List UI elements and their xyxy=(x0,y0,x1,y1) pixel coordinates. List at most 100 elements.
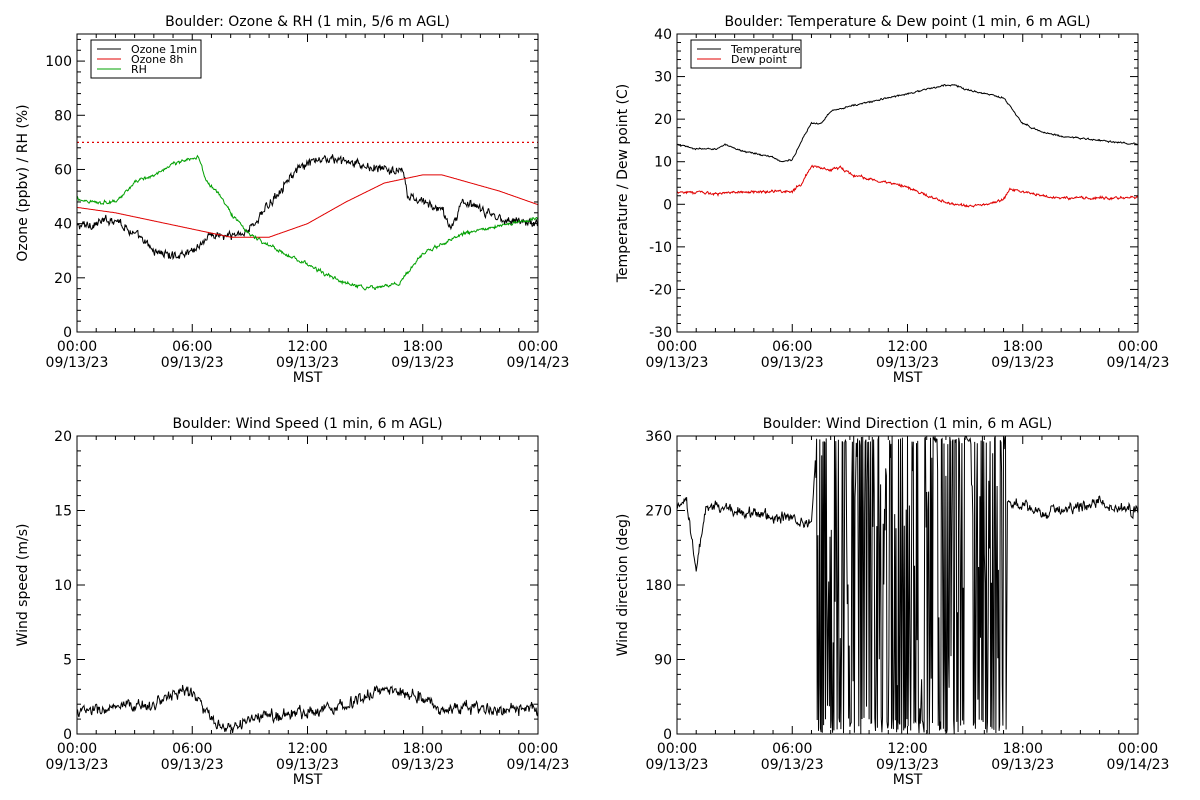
legend-label: Dew point xyxy=(731,53,787,66)
x-tick-label-time: 18:00 xyxy=(1003,339,1043,355)
x-tick-label-date: 09/13/23 xyxy=(761,355,824,371)
x-tick-label-time: 18:00 xyxy=(403,339,443,355)
x-tick-label-time: 06:00 xyxy=(172,339,212,355)
y-tick-label: 90 xyxy=(654,653,672,669)
y-tick-label: 20 xyxy=(54,271,72,287)
x-tick-label-date: 09/13/23 xyxy=(46,355,109,371)
y-tick-label: 5 xyxy=(63,653,72,669)
y-tick-label: 180 xyxy=(645,578,672,594)
plot-frame xyxy=(76,435,539,735)
chart-title: Boulder: Ozone & RH (1 min, 5/6 m AGL) xyxy=(165,14,450,30)
x-tick-label-date: 09/14/23 xyxy=(507,355,570,371)
y-tick-label: -20 xyxy=(649,282,672,298)
x-tick-label-date: 09/14/23 xyxy=(1107,355,1170,371)
x-tick-label-time: 00:00 xyxy=(57,741,97,757)
x-tick-label-date: 09/13/23 xyxy=(646,757,709,773)
x-axis-label: MST xyxy=(293,772,323,788)
y-tick-label: 60 xyxy=(54,162,72,178)
x-tick-label-time: 00:00 xyxy=(1118,339,1158,355)
x-tick-label-time: 00:00 xyxy=(518,339,558,355)
y-tick-label: 30 xyxy=(654,70,672,86)
x-axis-label: MST xyxy=(893,370,923,386)
y-axis-label: Wind speed (m/s) xyxy=(15,524,31,647)
series-line-ozone-1min xyxy=(77,154,538,261)
legend-box xyxy=(690,39,802,69)
series-line-temperature xyxy=(677,83,1138,163)
x-tick-label-date: 09/13/23 xyxy=(161,355,224,371)
chart-title: Boulder: Wind Direction (1 min, 6 m AGL) xyxy=(763,416,1052,432)
series-line-data xyxy=(677,436,1138,734)
chart-panel-wind_speed: Boulder: Wind Speed (1 min, 6 m AGL) 0 5 10… xyxy=(15,416,569,788)
x-tick-label-date: 09/13/23 xyxy=(761,757,824,773)
legend-label: Ozone 1min xyxy=(131,43,197,56)
chart-panel-temp_dew: Boulder: Temperature & Dew point (1 min,… xyxy=(615,14,1169,386)
x-tick-label-time: 00:00 xyxy=(657,741,697,757)
y-tick-label: 270 xyxy=(645,504,672,520)
chart-panel-wind_dir: Boulder: Wind Direction (1 min, 6 m AGL)… xyxy=(615,416,1169,788)
plot-frame xyxy=(676,435,1139,735)
x-tick-label-date: 09/14/23 xyxy=(507,757,570,773)
y-tick-label: 0 xyxy=(663,727,672,743)
x-tick-label-date: 09/13/23 xyxy=(991,355,1054,371)
plot-frame xyxy=(676,33,1139,333)
y-tick-label: 0 xyxy=(63,325,72,341)
y-tick-label: 40 xyxy=(654,27,672,43)
x-tick-label-time: 12:00 xyxy=(287,741,327,757)
legend-label: RH xyxy=(131,63,147,76)
x-tick-label-date: 09/13/23 xyxy=(276,355,339,371)
x-tick-label-time: 12:00 xyxy=(287,339,327,355)
x-tick-label-time: 00:00 xyxy=(57,339,97,355)
x-tick-label-date: 09/13/23 xyxy=(46,757,109,773)
x-tick-label-time: 06:00 xyxy=(772,339,812,355)
x-tick-label-date: 09/13/23 xyxy=(876,355,939,371)
y-tick-label: -10 xyxy=(649,240,672,256)
y-tick-label: 15 xyxy=(54,504,72,520)
x-tick-label-date: 09/13/23 xyxy=(391,757,454,773)
x-tick-label-time: 06:00 xyxy=(172,741,212,757)
y-tick-label: 360 xyxy=(645,429,672,445)
y-tick-label: 20 xyxy=(54,429,72,445)
y-tick-label: 20 xyxy=(654,112,672,128)
series-line-ozone-8h xyxy=(77,174,538,238)
x-tick-label-time: 12:00 xyxy=(887,339,927,355)
series-line-dew-point xyxy=(677,164,1138,208)
y-tick-label: -30 xyxy=(649,325,672,341)
legend-label: Temperature xyxy=(730,43,801,56)
x-axis-label: MST xyxy=(893,772,923,788)
chart-title: Boulder: Temperature & Dew point (1 min,… xyxy=(724,14,1090,30)
x-tick-label-time: 00:00 xyxy=(657,339,697,355)
x-axis-label: MST xyxy=(293,370,323,386)
x-tick-label-date: 09/14/23 xyxy=(1107,757,1170,773)
x-tick-label-time: 00:00 xyxy=(518,741,558,757)
y-tick-label: 80 xyxy=(54,108,72,124)
plot-frame xyxy=(76,33,539,333)
y-tick-label: 10 xyxy=(54,578,72,594)
chart-panel-ozone_rh: Boulder: Ozone & RH (1 min, 5/6 m AGL) 0 2… xyxy=(15,14,569,386)
x-tick-label-date: 09/13/23 xyxy=(161,757,224,773)
x-tick-label-time: 12:00 xyxy=(887,741,927,757)
x-tick-label-time: 06:00 xyxy=(772,741,812,757)
x-tick-label-time: 18:00 xyxy=(403,741,443,757)
x-tick-label-date: 09/13/23 xyxy=(876,757,939,773)
y-tick-label: 10 xyxy=(654,155,672,171)
y-axis-label: Wind direction (deg) xyxy=(615,514,631,657)
series-line-data xyxy=(77,684,538,733)
x-tick-label-date: 09/13/23 xyxy=(391,355,454,371)
y-tick-label: 0 xyxy=(663,197,672,213)
y-tick-label: 0 xyxy=(63,727,72,743)
x-tick-label-time: 18:00 xyxy=(1003,741,1043,757)
x-tick-label-date: 09/13/23 xyxy=(276,757,339,773)
y-axis-label: Ozone (ppbv) / RH (%) xyxy=(15,104,31,261)
y-tick-label: 100 xyxy=(45,54,72,70)
x-tick-label-date: 09/13/23 xyxy=(646,355,709,371)
y-axis-label: Temperature / Dew point (C) xyxy=(615,84,631,283)
x-tick-label-time: 00:00 xyxy=(1118,741,1158,757)
chart-title: Boulder: Wind Speed (1 min, 6 m AGL) xyxy=(172,416,442,432)
x-tick-label-date: 09/13/23 xyxy=(991,757,1054,773)
series-line-rh xyxy=(77,154,538,291)
legend-label: Ozone 8h xyxy=(131,53,183,66)
y-tick-label: 40 xyxy=(54,217,72,233)
